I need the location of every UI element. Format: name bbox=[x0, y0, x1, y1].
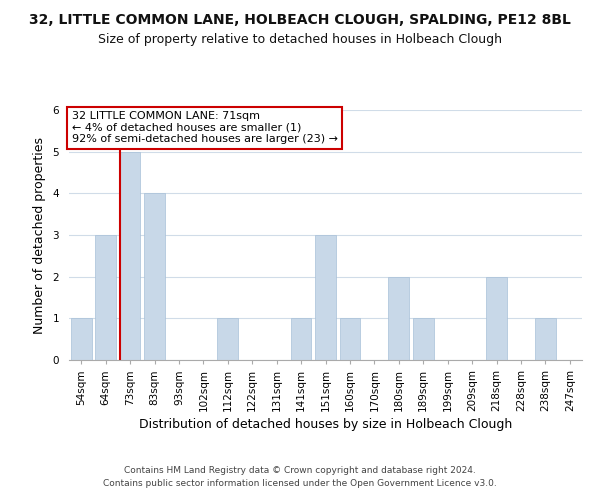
Bar bbox=[486, 276, 507, 360]
Bar bbox=[340, 318, 361, 360]
Bar bbox=[535, 318, 556, 360]
Bar bbox=[119, 152, 140, 360]
Bar bbox=[217, 318, 238, 360]
Bar bbox=[290, 318, 311, 360]
Text: 32, LITTLE COMMON LANE, HOLBEACH CLOUGH, SPALDING, PE12 8BL: 32, LITTLE COMMON LANE, HOLBEACH CLOUGH,… bbox=[29, 12, 571, 26]
X-axis label: Distribution of detached houses by size in Holbeach Clough: Distribution of detached houses by size … bbox=[139, 418, 512, 431]
Text: 32 LITTLE COMMON LANE: 71sqm
← 4% of detached houses are smaller (1)
92% of semi: 32 LITTLE COMMON LANE: 71sqm ← 4% of det… bbox=[71, 112, 338, 144]
Text: Size of property relative to detached houses in Holbeach Clough: Size of property relative to detached ho… bbox=[98, 32, 502, 46]
Bar bbox=[144, 194, 165, 360]
Text: Contains HM Land Registry data © Crown copyright and database right 2024.
Contai: Contains HM Land Registry data © Crown c… bbox=[103, 466, 497, 487]
Bar bbox=[388, 276, 409, 360]
Bar bbox=[95, 235, 116, 360]
Y-axis label: Number of detached properties: Number of detached properties bbox=[33, 136, 46, 334]
Bar bbox=[413, 318, 434, 360]
Bar bbox=[71, 318, 92, 360]
Bar bbox=[315, 235, 336, 360]
